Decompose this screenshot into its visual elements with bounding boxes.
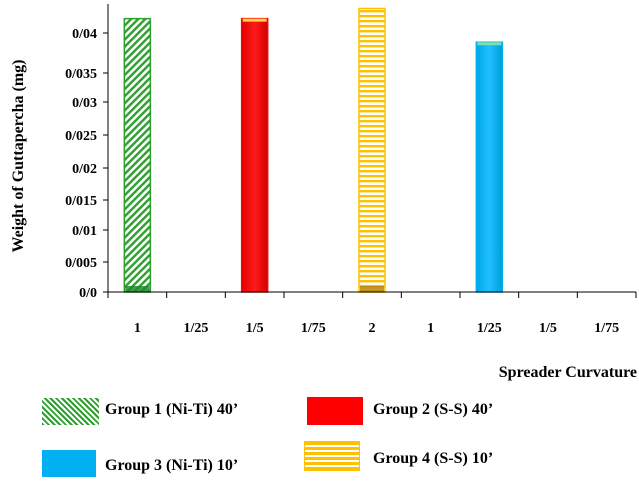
x-tick-label: 1/75 — [594, 321, 619, 336]
x-tick-labels: 1 1/25 1/5 1/75 2 1 1/25 1/5 1/75 — [134, 321, 619, 336]
x-tick-label: 2 — [369, 321, 376, 336]
bar-1 — [123, 17, 152, 293]
bar-body — [240, 17, 269, 293]
x-axis-title: Spreader Curvature — [499, 364, 637, 381]
bar-5 — [358, 7, 386, 293]
bar-body — [123, 17, 152, 293]
bar-3 — [240, 17, 269, 293]
x-tick-label: 1/25 — [184, 321, 209, 336]
y-axis-title: Weight of Guttapercha (mg) — [10, 59, 27, 252]
y-tick-label: 0/03 — [72, 96, 97, 111]
bar-base — [360, 286, 384, 292]
y-tick-label: 0/0 — [79, 286, 97, 301]
y-tick-label: 0/02 — [72, 162, 97, 177]
y-tick-label: 0/005 — [65, 256, 97, 271]
x-tick-label: 1/5 — [246, 321, 264, 336]
bar-cap — [477, 42, 502, 46]
y-tick-labels: 0/0 0/005 0/01 0/015 0/02 0/025 0/03 0/035 0/04 — [65, 27, 97, 301]
x-tick-label: 1 — [427, 321, 434, 336]
bar-body — [358, 7, 386, 293]
bar-7 — [475, 41, 504, 293]
bar-body — [475, 41, 504, 293]
bar-cap — [242, 18, 267, 22]
axis-layer — [103, 4, 637, 298]
x-tick-label: 1/75 — [301, 321, 326, 336]
bar-base — [125, 286, 150, 292]
y-tick-label: 0/01 — [72, 224, 97, 239]
x-tick-label: 1/25 — [477, 321, 502, 336]
x-tick-label: 1 — [134, 321, 141, 336]
x-tick-label: 1/5 — [539, 321, 557, 336]
y-tick-label: 0/015 — [65, 194, 97, 209]
y-tick-label: 0/025 — [65, 129, 97, 144]
y-tick-label: 0/04 — [72, 27, 97, 42]
bars-layer — [123, 7, 504, 293]
y-tick-label: 0/035 — [65, 67, 97, 82]
